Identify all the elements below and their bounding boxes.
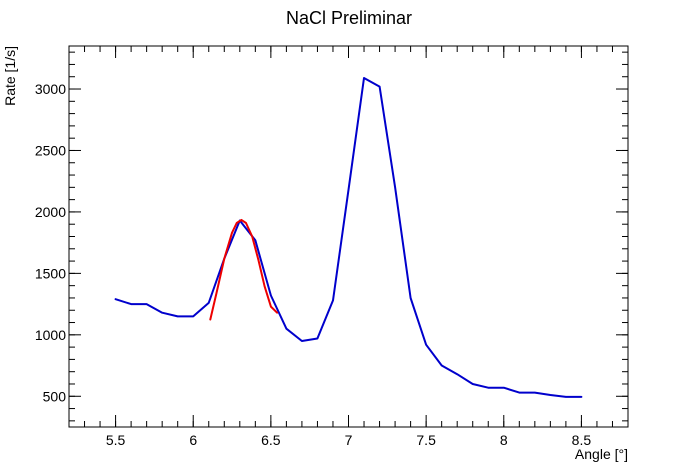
x-axis-ticks bbox=[68, 46, 629, 427]
y-tick-label: 2500 bbox=[35, 142, 66, 158]
x-tick-label: 8.5 bbox=[572, 432, 592, 448]
x-axis-tick-labels: 5.5 6 6.5 7 7.5 8 8.5 bbox=[106, 432, 592, 448]
y-axis-ticks bbox=[69, 51, 628, 422]
x-tick-label: 6 bbox=[189, 432, 197, 448]
x-tick-label: 6.5 bbox=[261, 432, 281, 448]
x-tick-label: 7 bbox=[345, 432, 353, 448]
y-axis-tick-labels: 500 1000 1500 2000 2500 3000 bbox=[35, 81, 66, 404]
y-tick-label: 3000 bbox=[35, 81, 66, 97]
chart-title: NaCl Preliminar bbox=[286, 8, 412, 28]
y-tick-label: 1000 bbox=[35, 327, 66, 343]
series-layer bbox=[114, 77, 583, 398]
x-tick-label: 7.5 bbox=[416, 432, 436, 448]
series-line-fit bbox=[209, 218, 279, 321]
y-axis-label: Rate [1/s] bbox=[2, 46, 18, 106]
y-tick-label: 500 bbox=[43, 388, 67, 404]
plot-frame bbox=[68, 45, 629, 428]
y-tick-label: 2000 bbox=[35, 204, 66, 220]
x-axis-label: Angle [°] bbox=[575, 446, 628, 462]
x-tick-label: 8 bbox=[500, 432, 508, 448]
x-tick-label: 5.5 bbox=[106, 432, 126, 448]
y-tick-label: 1500 bbox=[35, 265, 66, 281]
series-line-data bbox=[114, 77, 583, 398]
